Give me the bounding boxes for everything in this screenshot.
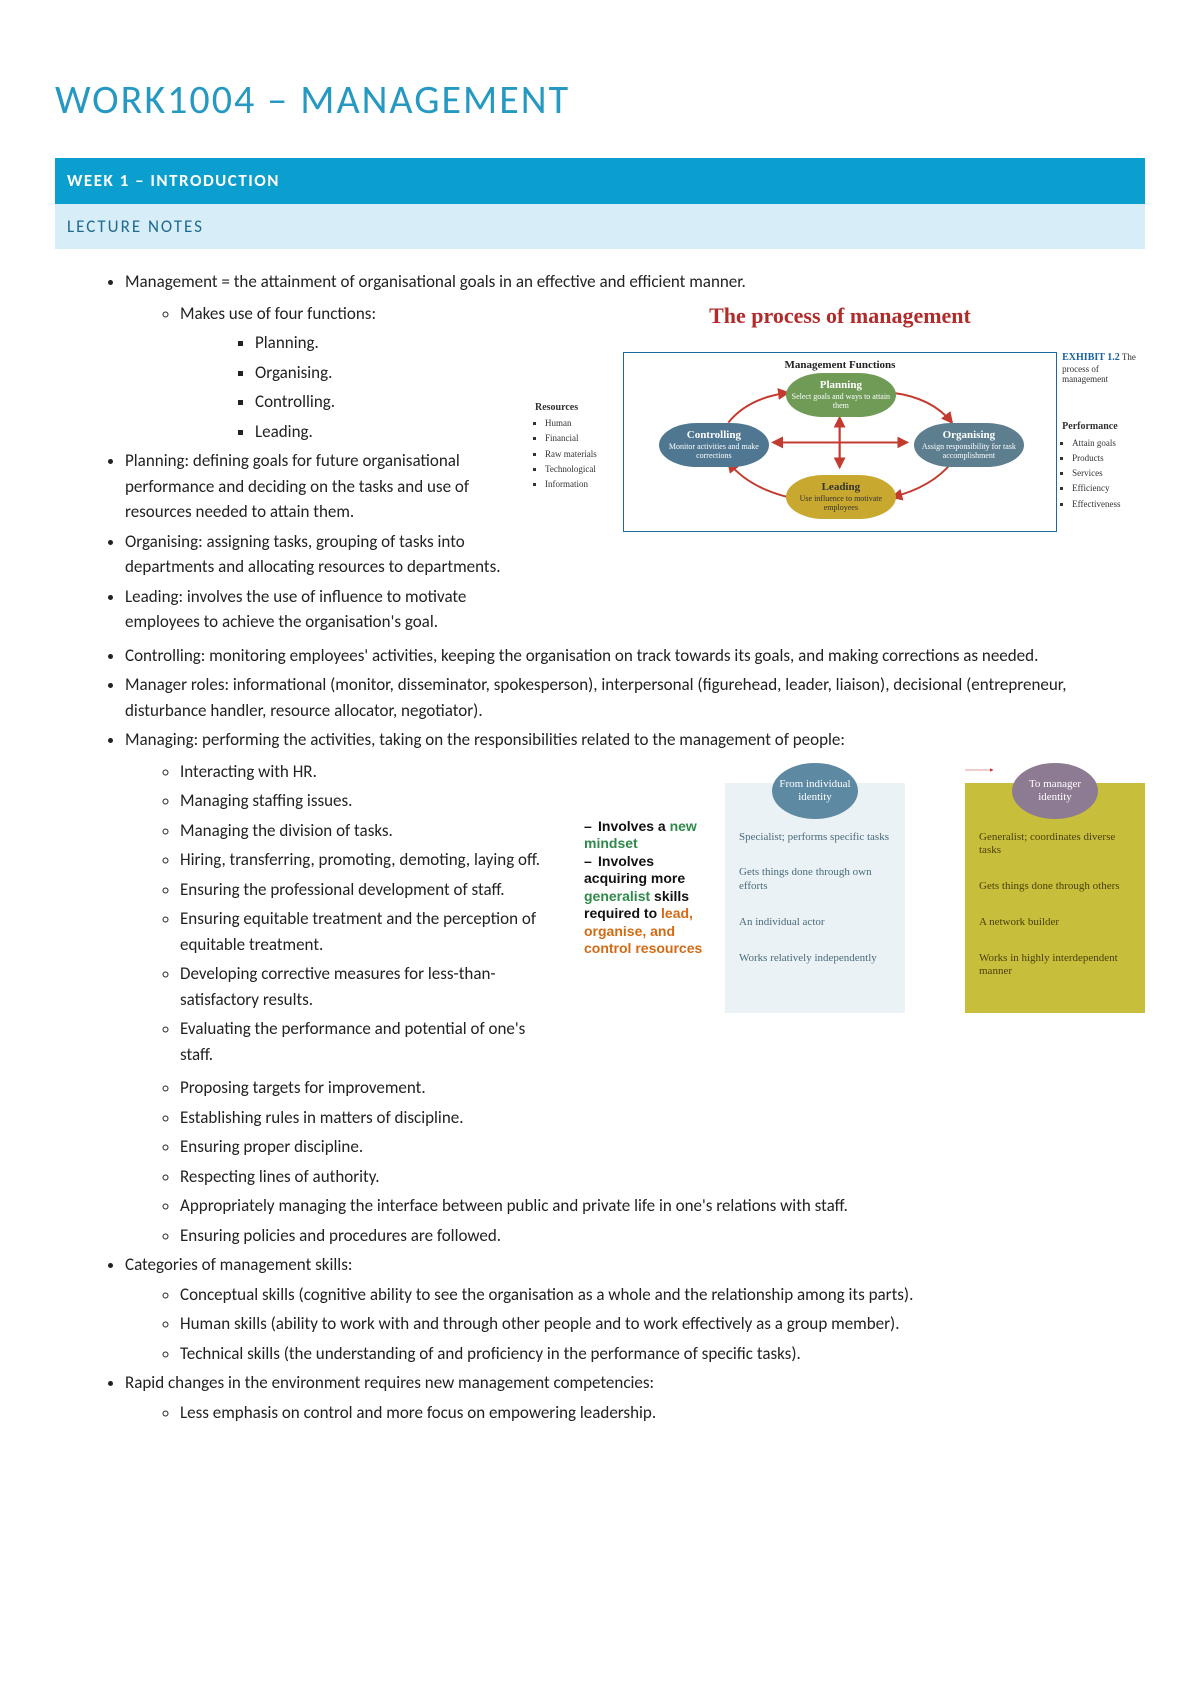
node-organising: OrganisingAssign responsibility for task… (914, 423, 1024, 467)
functions-label: Management Functions (624, 357, 1056, 374)
from-column: From individual identity Specialist; per… (725, 783, 905, 1014)
node-planning: PlanningSelect goals and ways to attain … (786, 373, 896, 417)
notes-list: Management = the attainment of organisat… (55, 269, 1145, 295)
resources-panel: Resources Human Financial Raw materials … (535, 352, 618, 495)
to-bubble: To manager identity (1012, 763, 1098, 819)
performance-panel: EXHIBIT 1.2 The process of management Pe… (1062, 352, 1145, 514)
list-item: Human skills (ability to work with and t… (180, 1311, 1145, 1337)
list-item: Organising: assigning tasks, grouping of… (125, 529, 517, 580)
list-item: Controlling: monitoring employees' activ… (125, 643, 1145, 669)
identity-caption: –Involves a new mindset –Involves acquir… (580, 783, 725, 1014)
list-item: Manager roles: informational (monitor, d… (125, 672, 1145, 723)
list-item: Establishing rules in matters of discipl… (180, 1105, 1145, 1131)
process-diagram: The process of management Resources Huma… (535, 299, 1145, 532)
list-item: Planning: defining goals for future orga… (125, 448, 517, 525)
list-item: Leading: involves the use of influence t… (125, 584, 517, 635)
list-item: Proposing targets for improvement. (180, 1075, 1145, 1101)
list-item: Evaluating the performance and potential… (180, 1016, 562, 1067)
list-item: Makes use of four functions: (180, 301, 517, 327)
list-item: Technical skills (the understanding of a… (180, 1341, 1145, 1367)
list-item: Categories of management skills: (125, 1252, 1145, 1278)
list-item: Hiring, transferring, promoting, demotin… (180, 847, 562, 873)
list-item: Managing staffing issues. (180, 788, 562, 814)
list-item: Respecting lines of authority. (180, 1164, 1145, 1190)
page-title: WORK1004 – MANAGEMENT (55, 70, 1145, 130)
functions-box: Management Functions (623, 352, 1057, 532)
from-bubble: From individual identity (772, 763, 858, 819)
to-column: To manager identity Generalist; coordina… (965, 783, 1145, 1014)
list-item: Rapid changes in the environment require… (125, 1370, 1145, 1396)
identity-diagram: –Involves a new mindset –Involves acquir… (580, 783, 1145, 1014)
list-item: Management = the attainment of organisat… (125, 269, 1145, 295)
list-item: Managing the division of tasks. (180, 818, 562, 844)
list-item: Developing corrective measures for less-… (180, 961, 562, 1012)
list-item: Ensuring proper discipline. (180, 1134, 1145, 1160)
list-item: Interacting with HR. (180, 759, 562, 785)
list-item: Managing: performing the activities, tak… (125, 727, 1145, 753)
list-item: Controlling. (255, 389, 517, 415)
list-item: Ensuring policies and procedures are fol… (180, 1223, 1145, 1249)
list-item: Conceptual skills (cognitive ability to … (180, 1282, 1145, 1308)
list-item: Less emphasis on control and more focus … (180, 1400, 1145, 1426)
list-item: Ensuring equitable treatment and the per… (180, 906, 562, 957)
diagram-title: The process of management (535, 299, 1145, 332)
node-controlling: ControllingMonitor activities and make c… (659, 423, 769, 467)
list-item: Ensuring the professional development of… (180, 877, 562, 903)
list-item: Organising. (255, 360, 517, 386)
section-heading: LECTURE NOTES (55, 204, 1145, 250)
list-item: Leading. (255, 419, 517, 445)
week-heading: WEEK 1 – INTRODUCTION (55, 158, 1145, 204)
node-leading: LeadingUse influence to motivate employe… (786, 475, 896, 519)
list-item: Planning. (255, 330, 517, 356)
list-item: Appropriately managing the interface bet… (180, 1193, 1145, 1219)
